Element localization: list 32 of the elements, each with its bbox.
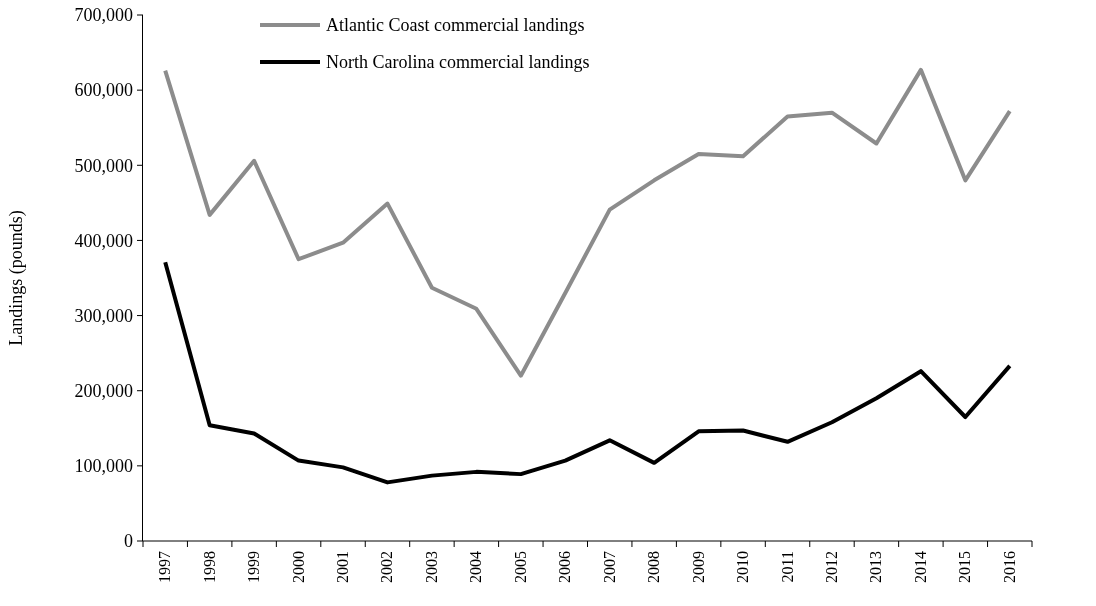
x-tick-label: 2013 [867,551,885,583]
x-tick-label: 2004 [467,551,485,583]
y-axis-title: Landings (pounds) [6,210,27,346]
x-tick-label: 2011 [778,551,796,583]
y-tick-label: 700,000 [74,5,133,26]
y-tick-label: 100,000 [74,456,133,477]
y-tick-label: 400,000 [74,230,133,251]
x-tick-label: 1999 [245,551,263,583]
y-tick-label: 300,000 [74,305,133,326]
x-tick-label: 2007 [600,551,618,583]
line-series [163,260,1012,485]
x-tick-label: 2014 [911,551,929,583]
x-tick-label: 2000 [289,551,307,583]
x-tick-label: 2010 [734,551,752,583]
x-tick-label: 2006 [556,551,574,583]
legend-label: North Carolina commercial landings [326,52,590,73]
x-tick-label: 2003 [422,551,440,583]
y-tick-label: 600,000 [74,80,133,101]
x-tick-label: 2002 [378,551,396,583]
y-tick-label: 500,000 [74,155,133,176]
x-tick-label: 2012 [822,551,840,583]
y-tick-label: 200,000 [74,381,133,402]
x-tick-label: 2015 [956,551,974,583]
y-tick-label: 0 [124,531,133,552]
x-tick-label: 2016 [1000,551,1018,583]
x-tick-label: 1997 [156,551,174,583]
x-tick-label: 2005 [511,551,529,583]
x-tick-label: 2008 [645,551,663,583]
legend-label: Atlantic Coast commercial landings [326,15,585,36]
x-tick-label: 2009 [689,551,707,583]
x-tick-label: 1998 [200,551,218,583]
x-tick-label: 2001 [334,551,352,583]
